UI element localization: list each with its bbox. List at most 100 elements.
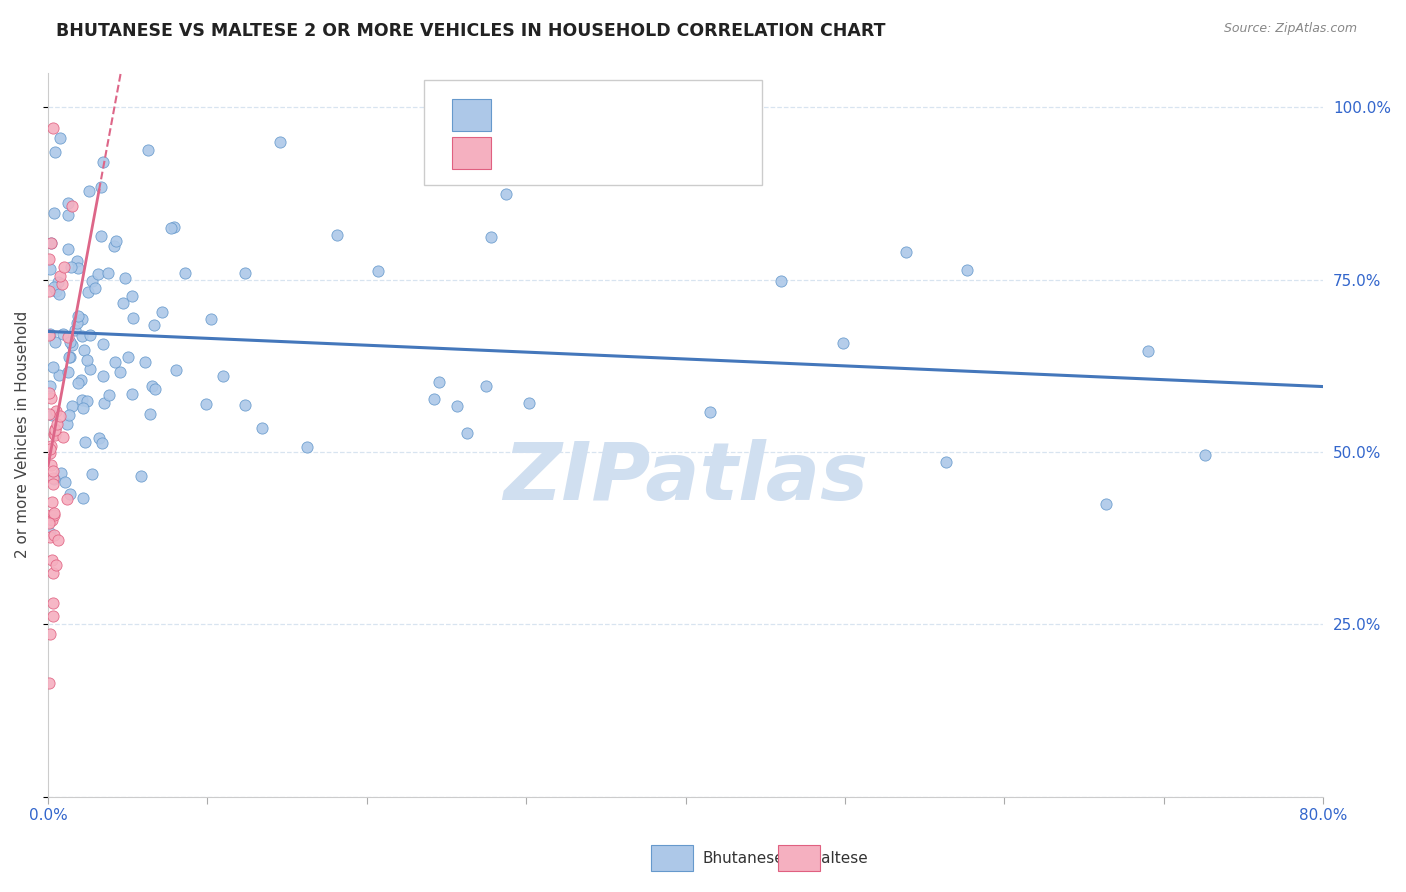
Point — [41, 513, 63, 527]
Point — [46, 275, 69, 289]
Point — [45, 404, 67, 418]
Point — [52, 430, 75, 444]
Text: Maltese: Maltese — [808, 851, 868, 865]
Point — [91, 369, 114, 384]
Point — [39, 508, 62, 523]
Point — [38, 530, 60, 544]
Point — [832, 336, 855, 351]
Point — [769, 275, 792, 289]
Point — [143, 382, 166, 396]
Point — [56, 491, 79, 506]
Point — [80, 467, 103, 481]
Point — [173, 266, 195, 280]
Point — [77, 285, 100, 300]
Point — [58, 196, 80, 211]
Point — [39, 235, 62, 250]
Point — [90, 228, 112, 243]
Point — [44, 423, 66, 437]
Point — [165, 363, 187, 377]
Point — [91, 436, 114, 450]
Text: 48: 48 — [686, 138, 709, 156]
Point — [44, 422, 66, 436]
Point — [39, 391, 62, 405]
Point — [60, 338, 83, 352]
Text: N =: N = — [637, 100, 673, 118]
Point — [41, 553, 63, 567]
Point — [93, 396, 115, 410]
Point — [59, 335, 82, 350]
Point — [136, 144, 159, 158]
Point — [41, 477, 63, 491]
Point — [70, 329, 93, 343]
Point — [46, 417, 69, 432]
Point — [44, 280, 66, 294]
Point — [121, 289, 143, 303]
Point — [46, 533, 69, 547]
Point — [45, 558, 67, 573]
Point — [58, 350, 80, 364]
Point — [82, 274, 104, 288]
Point — [44, 427, 66, 442]
Point — [129, 468, 152, 483]
Point — [44, 145, 66, 160]
Point — [367, 263, 389, 277]
Point — [38, 261, 60, 276]
Point — [896, 245, 918, 260]
Point — [39, 626, 62, 640]
Point — [111, 296, 134, 310]
Point — [49, 409, 72, 423]
Point — [479, 229, 502, 244]
Point — [139, 407, 162, 421]
Point — [39, 458, 62, 472]
Point — [73, 343, 96, 358]
Point — [48, 368, 70, 383]
Point — [495, 186, 517, 201]
Point — [1137, 344, 1160, 359]
Point — [38, 516, 60, 530]
Point — [44, 427, 66, 442]
Point — [67, 261, 90, 276]
Point — [87, 267, 110, 281]
Point — [117, 350, 139, 364]
Point — [42, 470, 65, 484]
Text: 0.317: 0.317 — [551, 138, 616, 156]
Point — [295, 441, 318, 455]
Point — [935, 455, 957, 469]
Point — [79, 327, 101, 342]
Point — [38, 252, 60, 266]
Point — [66, 254, 89, 268]
Point — [517, 396, 540, 410]
Point — [233, 266, 256, 280]
Point — [114, 270, 136, 285]
Point — [104, 354, 127, 368]
Point — [44, 528, 66, 542]
Point — [42, 473, 65, 487]
Point — [456, 425, 478, 440]
Point — [446, 399, 468, 413]
Text: BHUTANESE VS MALTESE 2 OR MORE VEHICLES IN HOUSEHOLD CORRELATION CHART: BHUTANESE VS MALTESE 2 OR MORE VEHICLES … — [56, 22, 886, 40]
Point — [42, 464, 65, 478]
Point — [70, 373, 93, 387]
Point — [63, 323, 86, 337]
Point — [59, 350, 82, 364]
Point — [200, 311, 222, 326]
Point — [56, 365, 79, 379]
Point — [427, 375, 450, 389]
Point — [42, 206, 65, 220]
Point — [45, 284, 67, 298]
FancyBboxPatch shape — [425, 80, 762, 186]
Bar — [453, 137, 491, 169]
Point — [121, 386, 143, 401]
Point — [56, 330, 79, 344]
Point — [48, 286, 70, 301]
Point — [38, 285, 60, 299]
Text: ZIPatlas: ZIPatlas — [503, 439, 868, 517]
Point — [162, 219, 184, 234]
Point — [44, 334, 66, 349]
Text: Bhutanese: Bhutanese — [703, 851, 785, 865]
Point — [38, 327, 60, 342]
Point — [325, 227, 347, 242]
Point — [76, 353, 98, 368]
Point — [250, 421, 273, 435]
Point — [38, 446, 60, 460]
